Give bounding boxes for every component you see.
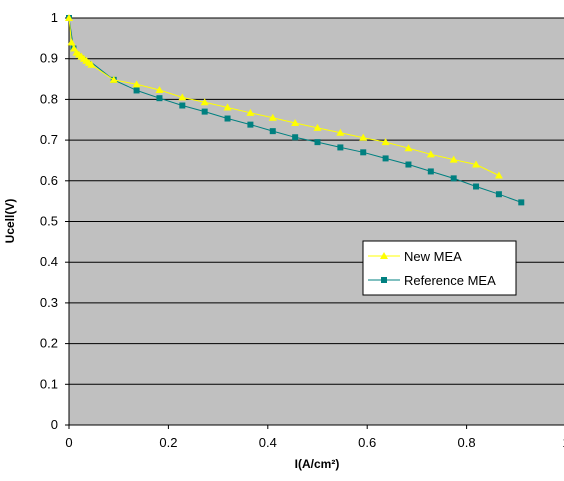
x-tick-label: 0 — [65, 435, 72, 450]
x-tick-label: 0.2 — [159, 435, 177, 450]
data-point-reference-mea — [269, 128, 276, 135]
data-point-reference-mea — [405, 161, 412, 168]
data-point-reference-mea — [201, 108, 208, 115]
y-tick-label: 0.4 — [40, 254, 58, 269]
data-point-new-mea — [426, 150, 435, 158]
legend-label-new-mea: New MEA — [404, 249, 462, 264]
data-point-reference-mea — [382, 155, 389, 162]
axes — [65, 17, 564, 429]
y-tick-label: 0 — [51, 417, 58, 432]
data-point-new-mea — [87, 60, 96, 68]
y-axis-title: Ucell(V) — [3, 199, 17, 244]
x-axis-title: I(A/cm²) — [295, 457, 340, 471]
data-point-new-mea — [472, 160, 481, 168]
x-tick-label: 0.4 — [259, 435, 277, 450]
data-point-reference-mea — [156, 95, 163, 102]
data-point-new-mea — [268, 113, 277, 121]
x-tick-label: 1 — [562, 435, 564, 450]
data-point-reference-mea — [314, 139, 321, 146]
data-point-new-mea — [223, 103, 232, 111]
y-tick-label: 1 — [51, 10, 58, 25]
data-point-new-mea — [494, 171, 503, 179]
data-point-reference-mea — [450, 175, 457, 182]
data-point-new-mea — [132, 80, 141, 88]
data-point-new-mea — [359, 133, 368, 141]
x-tick-label: 0.8 — [458, 435, 476, 450]
legend: New MEA Reference MEA — [362, 240, 517, 296]
legend-marker-new-mea — [380, 252, 388, 259]
y-tick-label: 0.8 — [40, 91, 58, 106]
data-point-reference-mea — [518, 199, 525, 206]
legend-box — [362, 240, 517, 296]
data-point-reference-mea — [337, 144, 344, 151]
data-point-new-mea — [109, 75, 118, 83]
y-tick-label: 0.2 — [40, 336, 58, 351]
data-point-new-mea — [336, 128, 345, 136]
data-point-reference-mea — [133, 87, 140, 94]
data-point-new-mea — [178, 93, 187, 101]
y-tick-label: 0.1 — [40, 376, 58, 391]
data-point-new-mea — [449, 155, 458, 163]
y-tick-label: 0.6 — [40, 173, 58, 188]
data-point-reference-mea — [224, 115, 231, 122]
y-tick-label: 0.9 — [40, 51, 58, 66]
data-point-new-mea — [404, 144, 413, 152]
y-tick-label: 0.7 — [40, 132, 58, 147]
gridlines — [69, 17, 564, 385]
data-point-reference-mea — [292, 134, 299, 141]
data-point-new-mea — [381, 138, 390, 146]
data-point-new-mea — [155, 86, 164, 94]
legend-label-reference-mea: Reference MEA — [404, 273, 496, 288]
data-point-new-mea — [200, 98, 209, 106]
data-point-reference-mea — [495, 191, 502, 198]
legend-marker-reference-mea — [381, 277, 387, 283]
data-point-new-mea — [65, 14, 73, 21]
data-point-reference-mea — [473, 183, 480, 190]
data-point-reference-mea — [247, 121, 254, 128]
data-point-reference-mea — [179, 102, 186, 109]
data-point-reference-mea — [427, 168, 434, 175]
data-point-new-mea — [291, 119, 300, 127]
tick-labels: 0 0.1 0.2 0.3 0.4 0.5 0.6 0.7 0.8 0.9 1 0 0.2 0.4 0.6 0… — [40, 10, 564, 450]
y-tick-label: 0.3 — [40, 295, 58, 310]
data-point-new-mea — [67, 38, 76, 46]
x-tick-label: 0.6 — [358, 435, 376, 450]
data-point-new-mea — [313, 123, 322, 131]
data-point-new-mea — [246, 108, 255, 116]
y-tick-label: 0.5 — [40, 214, 58, 229]
data-point-reference-mea — [360, 149, 367, 156]
series-layer — [65, 14, 525, 206]
